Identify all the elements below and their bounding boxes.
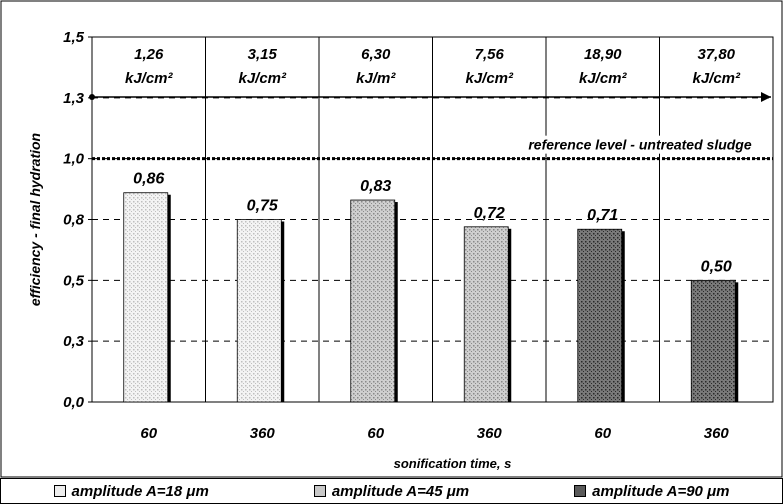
bar bbox=[123, 192, 169, 403]
y-tick-label: 1,5 bbox=[63, 29, 85, 46]
y-tick-label: 1,0 bbox=[63, 151, 85, 168]
x-tick-label: 60 bbox=[140, 425, 157, 442]
y-tick-label: 0,0 bbox=[63, 394, 85, 411]
energy-unit-label: kJ/cm² bbox=[692, 70, 741, 87]
bar bbox=[463, 226, 509, 403]
energy-arrow-start bbox=[89, 94, 95, 100]
bar-value-label: 0,83 bbox=[360, 178, 391, 195]
energy-value-label: 3,15 bbox=[248, 46, 278, 63]
legend-item-a18: amplitude A=18 μm bbox=[53, 482, 209, 500]
bar bbox=[690, 279, 736, 403]
energy-unit-label: kJ/cm² bbox=[465, 70, 514, 87]
energy-arrow-head bbox=[761, 92, 771, 102]
y-tick-label: 0,3 bbox=[63, 333, 85, 350]
x-axis-label: sonification time, s bbox=[394, 456, 512, 471]
reference-label-bg bbox=[462, 135, 772, 154]
y-axis-label: efficiency - final hydration bbox=[27, 133, 43, 306]
y-tick-label: 0,5 bbox=[63, 272, 85, 289]
x-tick-label: 60 bbox=[594, 425, 611, 442]
energy-unit-label: kJ/m² bbox=[356, 70, 396, 87]
energy-value-label: 37,80 bbox=[697, 46, 735, 63]
bar-value-label: 0,50 bbox=[701, 258, 732, 275]
bar-value-label: 0,72 bbox=[474, 205, 505, 222]
x-tick-label: 60 bbox=[367, 425, 384, 442]
legend-item-a45: amplitude A=45 μm bbox=[313, 482, 470, 500]
energy-value-label: 6,30 bbox=[361, 46, 391, 63]
legend-item-a90: amplitude A=90 μm bbox=[574, 483, 729, 500]
bar bbox=[577, 228, 623, 403]
bar-value-label: 0,75 bbox=[247, 198, 279, 215]
energy-value-label: 18,90 bbox=[584, 46, 622, 63]
x-tick-label: 360 bbox=[250, 425, 276, 442]
y-tick-label: 0,8 bbox=[63, 212, 85, 229]
energy-unit-label: kJ/cm² bbox=[125, 70, 174, 87]
legend-swatch-a90 bbox=[574, 485, 587, 497]
legend-label-a90: amplitude A=90 μm bbox=[592, 482, 730, 500]
energy-value-label: 1,26 bbox=[134, 46, 164, 63]
x-tick-label: 360 bbox=[704, 425, 730, 442]
bar bbox=[350, 199, 396, 403]
energy-unit-label: kJ/cm² bbox=[579, 70, 628, 87]
bar bbox=[236, 219, 282, 403]
reference-label: reference level - untreated sludge bbox=[528, 137, 752, 153]
legend-swatch-a18 bbox=[53, 485, 66, 497]
energy-value-label: 7,56 bbox=[475, 46, 505, 63]
y-tick-label: 1,3 bbox=[63, 90, 85, 107]
legend-label-a45: amplitude A=45 μm bbox=[331, 482, 470, 500]
bar-chart-svg: 0,0 0,3 0,5 0,8 1,0 1,3 1,5 efficiency - final … bbox=[0, 0, 783, 478]
legend-swatch-a45 bbox=[313, 485, 326, 497]
legend-label-a18: amplitude A=18 μm bbox=[71, 482, 209, 500]
legend: amplitude A=18 μm amplitude A=45 μm ampl… bbox=[0, 478, 783, 504]
bar-value-label: 0,71 bbox=[587, 207, 618, 224]
x-tick-label: 360 bbox=[477, 425, 503, 442]
bar-value-label: 0,86 bbox=[133, 171, 164, 188]
energy-unit-label: kJ/cm² bbox=[238, 70, 287, 87]
